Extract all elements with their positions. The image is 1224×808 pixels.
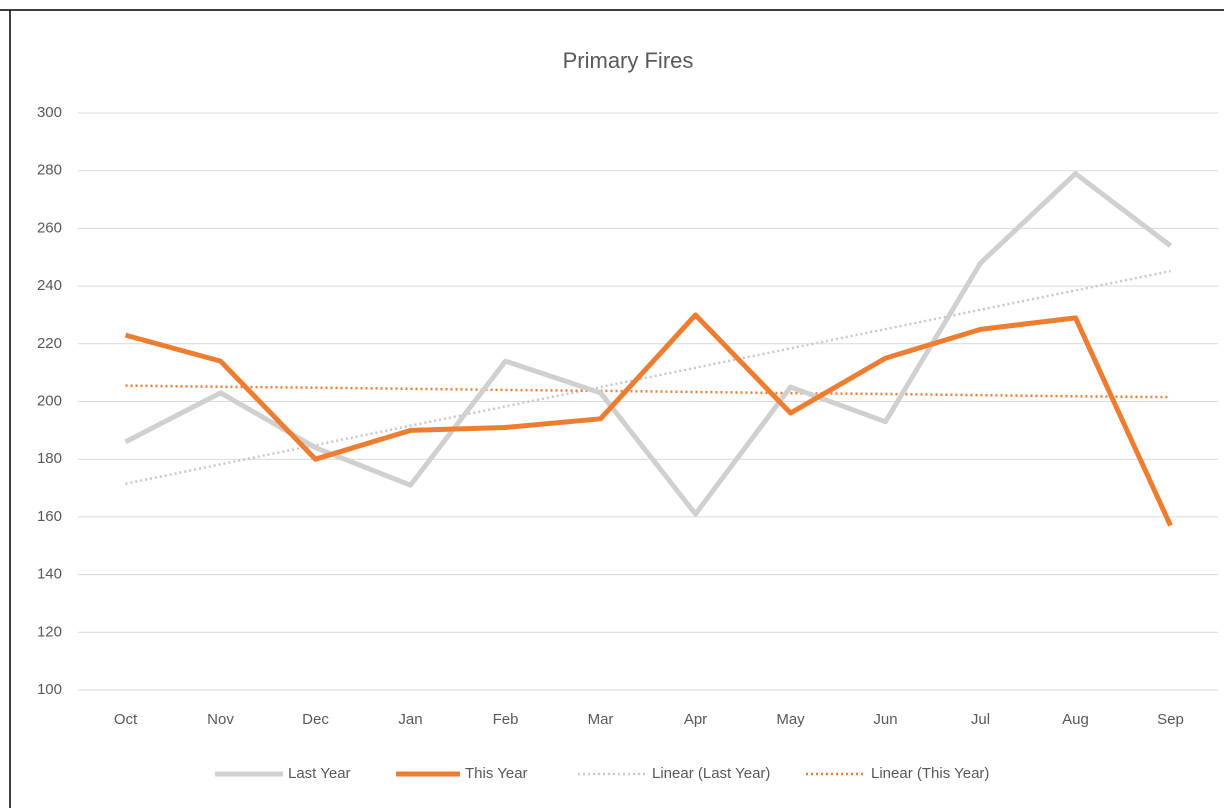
y-tick-label: 220 (37, 335, 62, 352)
y-tick-label: 120 (37, 623, 62, 640)
y-tick-label: 200 (37, 392, 62, 409)
legend-label: Linear (This Year) (871, 765, 989, 782)
y-tick-label: 240 (37, 277, 62, 294)
x-tick-label: Dec (302, 711, 329, 728)
chart-title: Primary Fires (563, 48, 694, 73)
x-tick-label: Nov (207, 711, 234, 728)
x-tick-label: Feb (493, 711, 519, 728)
x-tick-label: Mar (588, 711, 614, 728)
y-tick-label: 160 (37, 508, 62, 525)
y-tick-label: 140 (37, 566, 62, 583)
series-line (124, 312, 1173, 527)
x-tick-label: Jan (398, 711, 422, 728)
x-tick-label: Oct (114, 711, 138, 728)
y-tick-label: 100 (37, 681, 62, 698)
x-tick-label: Apr (684, 711, 707, 728)
series-line (125, 384, 1171, 399)
legend-label: Linear (Last Year) (652, 765, 770, 782)
x-tick-label: May (776, 711, 805, 728)
x-tick-label: Aug (1062, 711, 1089, 728)
y-tick-label: 260 (37, 219, 62, 236)
legend-label: This Year (465, 765, 528, 782)
x-tick-label: Jul (971, 711, 990, 728)
y-tick-label: 280 (37, 162, 62, 179)
x-tick-label: Jun (873, 711, 897, 728)
series-line (124, 171, 1173, 517)
x-tick-label: Sep (1157, 711, 1184, 728)
y-tick-label: 300 (37, 104, 62, 121)
y-tick-label: 180 (37, 450, 62, 467)
legend-label: Last Year (288, 765, 351, 782)
